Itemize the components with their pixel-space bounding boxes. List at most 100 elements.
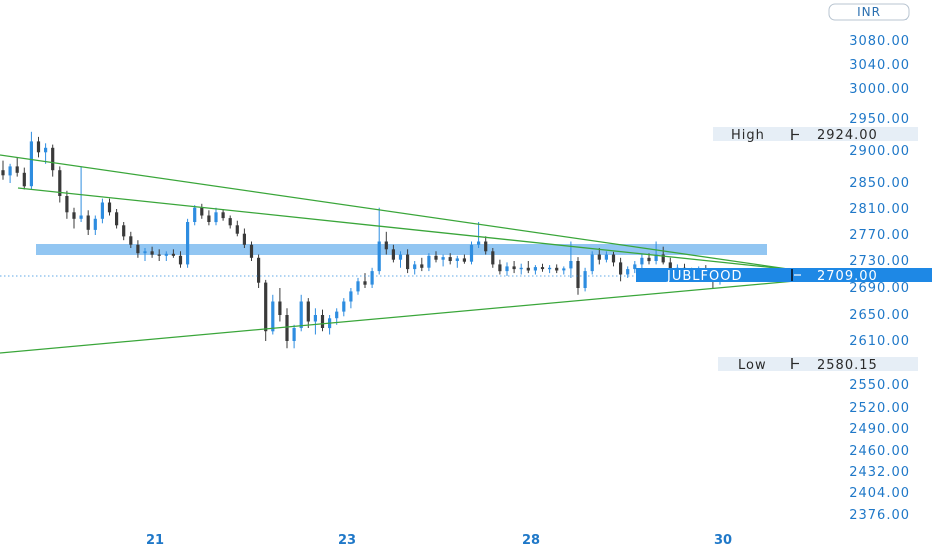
candle-body[interactable]	[349, 291, 353, 302]
candle-body[interactable]	[36, 141, 41, 153]
candle-body[interactable]	[235, 225, 239, 234]
candle-body[interactable]	[186, 222, 190, 265]
candle-body[interactable]	[51, 147, 55, 171]
candle-body[interactable]	[79, 215, 83, 219]
candle-body[interactable]	[448, 257, 452, 261]
candle-body[interactable]	[611, 254, 616, 263]
candle-body[interactable]	[164, 253, 168, 256]
candle-body[interactable]	[562, 268, 566, 271]
candle-body[interactable]	[626, 269, 630, 275]
candle-body[interactable]	[72, 212, 76, 219]
candle-body[interactable]	[526, 267, 530, 271]
currency-badge[interactable]: INR	[828, 3, 910, 21]
candle-body[interactable]	[668, 262, 672, 270]
candle-body[interactable]	[590, 254, 594, 272]
price-axis[interactable]: 3120.003080.003040.003000.002950.002900.…	[849, 9, 910, 523]
candle-body[interactable]	[313, 315, 317, 322]
candle-body[interactable]	[384, 241, 388, 250]
candle-body[interactable]	[150, 251, 154, 255]
candle-body[interactable]	[249, 244, 254, 258]
candle-body[interactable]	[484, 241, 488, 252]
candle-body[interactable]	[200, 207, 204, 216]
candle-body[interactable]	[647, 257, 651, 262]
candle-body[interactable]	[555, 267, 559, 271]
candle-body[interactable]	[505, 266, 509, 272]
candle-body[interactable]	[469, 244, 474, 262]
candle-body[interactable]	[278, 301, 282, 316]
candle-body[interactable]	[342, 301, 346, 312]
candle-body[interactable]	[427, 255, 431, 268]
candle-body[interactable]	[22, 172, 26, 187]
candle-body[interactable]	[569, 261, 573, 269]
candle-body[interactable]	[271, 301, 275, 332]
candle-body[interactable]	[115, 212, 119, 226]
candle-body[interactable]	[640, 257, 644, 265]
candle-body[interactable]	[619, 262, 623, 275]
candle-body[interactable]	[29, 141, 33, 187]
candle-body[interactable]	[455, 258, 459, 261]
candle-body[interactable]	[93, 218, 97, 230]
candle-body[interactable]	[214, 212, 218, 223]
candle-body[interactable]	[398, 254, 403, 260]
candle-body[interactable]	[654, 254, 658, 262]
candle-body[interactable]	[633, 264, 637, 270]
candle-body[interactable]	[1, 170, 5, 176]
candle-body[interactable]	[86, 215, 90, 230]
candle-body[interactable]	[320, 315, 325, 328]
candle-body[interactable]	[540, 267, 545, 270]
candle-body[interactable]	[306, 301, 310, 322]
candle-body[interactable]	[136, 244, 140, 254]
candle-body[interactable]	[377, 241, 381, 272]
candle-body[interactable]	[285, 315, 289, 341]
candle-body[interactable]	[533, 267, 537, 271]
candle-body[interactable]	[178, 255, 183, 265]
candle-body[interactable]	[207, 215, 211, 223]
candle-body[interactable]	[157, 254, 161, 256]
candle-body[interactable]	[491, 251, 495, 265]
candle-body[interactable]	[100, 202, 104, 219]
candle-body[interactable]	[129, 236, 133, 245]
candle-body[interactable]	[441, 257, 445, 260]
candle-body[interactable]	[264, 282, 268, 332]
candle-body[interactable]	[143, 251, 147, 254]
candle-body[interactable]	[356, 281, 360, 292]
candle-body[interactable]	[604, 254, 608, 260]
candle-body[interactable]	[171, 253, 175, 256]
candle-body[interactable]	[221, 212, 225, 219]
candle-body[interactable]	[370, 271, 374, 285]
candle-body[interactable]	[391, 249, 395, 260]
candle-body[interactable]	[512, 266, 516, 270]
candle-body[interactable]	[8, 166, 12, 176]
candle-body[interactable]	[292, 328, 296, 341]
symbol-price-tag[interactable]: JUBLFOOD 2709.00	[636, 268, 932, 284]
candle-body[interactable]	[122, 225, 126, 237]
candle-body[interactable]	[548, 267, 552, 270]
candle-body[interactable]	[661, 254, 665, 263]
candle-body[interactable]	[462, 258, 466, 262]
lower-trend-line[interactable]	[0, 280, 796, 354]
candle-body[interactable]	[434, 255, 438, 260]
candle-body[interactable]	[299, 301, 303, 329]
candle-body[interactable]	[58, 170, 62, 196]
time-axis[interactable]: 21 23 28 30	[146, 533, 732, 548]
candle-body[interactable]	[107, 202, 112, 213]
candle-body[interactable]	[413, 264, 417, 270]
candle-body[interactable]	[15, 166, 19, 173]
candle-body[interactable]	[65, 196, 69, 213]
middle-trend-line[interactable]	[17, 187, 796, 271]
candle-body[interactable]	[242, 233, 246, 245]
candle-body[interactable]	[420, 264, 424, 268]
candle-body[interactable]	[576, 261, 580, 288]
candle-body[interactable]	[519, 267, 523, 270]
candle-body[interactable]	[335, 311, 339, 319]
candle-body[interactable]	[406, 254, 410, 270]
candle-body[interactable]	[597, 254, 601, 260]
candle-body[interactable]	[44, 147, 48, 153]
candle-body[interactable]	[363, 281, 367, 285]
candle-body[interactable]	[193, 207, 197, 222]
candle-body[interactable]	[228, 218, 232, 226]
upper-trend-line[interactable]	[0, 154, 796, 271]
candle-body[interactable]	[257, 257, 261, 283]
candle-body[interactable]	[477, 241, 481, 245]
